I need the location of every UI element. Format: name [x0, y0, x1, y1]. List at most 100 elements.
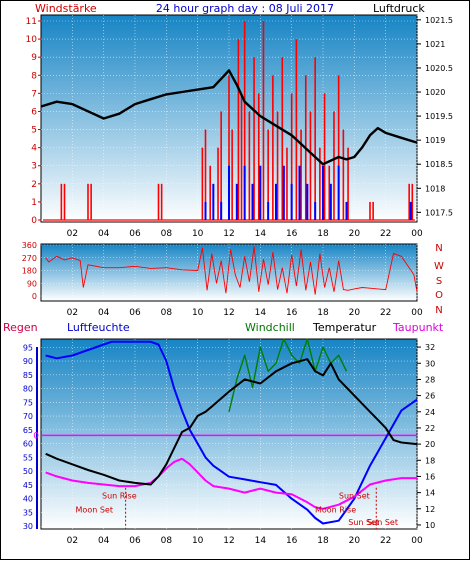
- wind-average-bar: [409, 201, 412, 220]
- pressure-tick-label: 1020.5: [425, 64, 453, 73]
- wind-average-bar: [298, 165, 301, 220]
- windchill-line: [228, 338, 348, 412]
- x-tick-label: 10: [192, 308, 204, 318]
- legend-windchill: Windchill: [245, 321, 295, 334]
- temperature-tick-label: 18: [425, 456, 435, 465]
- x-tick-label: 10: [192, 536, 204, 546]
- x-tick-label: 12: [223, 536, 234, 546]
- temperature-line: [45, 358, 418, 486]
- temperature-tick-label: 26: [425, 392, 435, 401]
- wind-average-bar: [204, 201, 207, 220]
- pressure-tick-label: 1017.5: [425, 208, 453, 217]
- wind-gust-bar: [347, 147, 349, 220]
- pressure-tick-label: 1018.5: [425, 160, 453, 169]
- compass-label: O: [435, 290, 443, 301]
- axis-labels: 012345678910111017.510181018.510191019.5…: [22, 16, 453, 546]
- compass-label: N: [435, 305, 442, 316]
- x-tick-label: 00: [411, 229, 423, 239]
- x-tick-label: 12: [223, 308, 234, 318]
- x-tick-label: 14: [255, 536, 267, 546]
- wind-gust-bar: [342, 129, 345, 220]
- wind-gust-bar: [281, 57, 284, 220]
- wind-average-bar: [259, 165, 262, 220]
- compass-label: S: [436, 276, 442, 287]
- direction-tick-label: 90: [27, 279, 37, 288]
- temperature-tick-label: 10: [425, 521, 435, 530]
- wind-gust-bar: [60, 183, 63, 220]
- wind-gust-bar: [253, 57, 255, 220]
- x-tick-label: 06: [129, 308, 141, 318]
- wind-tick-label: 4: [31, 144, 37, 154]
- humidity-tick-label: 95: [23, 343, 33, 352]
- humidity-tick-label: 45: [23, 481, 33, 490]
- x-tick-label: 16: [286, 536, 298, 546]
- x-tick-label: 22: [380, 308, 391, 318]
- wind-average-bar: [235, 183, 238, 220]
- wind-gust-bar: [201, 147, 204, 220]
- x-tick-label: 12: [223, 229, 234, 239]
- wind-gust-bar: [411, 183, 414, 220]
- wind-gust-bar: [160, 183, 163, 220]
- humidity-tick-label: 55: [23, 453, 33, 462]
- humidity-tick-label: 65: [23, 426, 33, 435]
- sun-moon-annotation: Sun Set: [367, 518, 398, 527]
- wind-gust-bar: [333, 111, 335, 220]
- sun-moon-annotation: Moon Rise: [315, 505, 356, 514]
- wind-tick-label: 7: [31, 89, 37, 99]
- wind-gust-bar: [319, 147, 321, 220]
- left-axis-title: Windstärke: [35, 2, 97, 15]
- wind-gust-bar: [63, 183, 66, 220]
- wind-gust-bar: [90, 183, 92, 220]
- wind-gust-bar: [237, 39, 240, 220]
- wind-gust-bar: [87, 183, 89, 220]
- x-tick-label: 20: [349, 308, 361, 318]
- wind-gust-bar: [323, 93, 326, 220]
- x-tick-label: 18: [317, 308, 329, 318]
- legend-taupunkt: Taupunkt: [392, 321, 444, 334]
- wind-gust-bar: [295, 39, 298, 220]
- x-tick-label: 04: [98, 536, 110, 546]
- x-tick-label: 16: [286, 229, 298, 239]
- dewpoint-line: [45, 457, 417, 510]
- humidity-tick-label: 80: [23, 385, 33, 394]
- sun-moon-annotation: Sun Rise: [102, 492, 137, 501]
- x-tick-label: 08: [161, 229, 173, 239]
- wind-average-bar: [290, 183, 293, 220]
- wind-average-bar: [267, 201, 270, 220]
- wind-gust-bar: [217, 147, 219, 220]
- direction-tick-label: 0: [32, 292, 37, 301]
- humidity-tick-label: 30: [23, 522, 33, 531]
- wind-direction-line: [45, 246, 418, 295]
- pressure-tick-label: 1019.5: [425, 112, 453, 121]
- temperature-tick-label: 22: [425, 424, 435, 433]
- wind-gust-bar: [272, 75, 274, 220]
- wind-gust-bar: [204, 129, 207, 220]
- x-tick-label: 18: [317, 229, 329, 239]
- sun-moon-annotation: Sun Set: [348, 518, 379, 527]
- temperature-tick-label: 16: [425, 472, 435, 481]
- right-axis-title: Luftdruck: [373, 2, 425, 15]
- wind-gust-bar: [209, 165, 211, 220]
- wind-gust-bar: [300, 129, 302, 220]
- x-tick-label: 14: [255, 308, 267, 318]
- temperature-tick-label: 30: [425, 359, 435, 368]
- x-tick-label: 02: [67, 536, 78, 546]
- wind-gust-bar: [314, 57, 316, 220]
- legend-regen: Regen: [3, 321, 38, 334]
- wind-average-bar: [228, 165, 230, 220]
- x-tick-label: 06: [129, 536, 141, 546]
- x-tick-label: 20: [349, 536, 361, 546]
- direction-tick-label: 270: [22, 254, 37, 263]
- humidity-tick-label: 60: [23, 440, 33, 449]
- wind-gust-bar: [286, 147, 288, 220]
- x-tick-label: 00: [411, 308, 423, 318]
- chart-marks: [40, 21, 418, 529]
- x-tick-label: 02: [67, 308, 78, 318]
- wind-tick-label: 10: [26, 35, 38, 45]
- wind-gust-bar: [262, 21, 265, 220]
- wind-average-bar: [220, 201, 223, 220]
- wind-gust-bar: [328, 165, 331, 220]
- wind-tick-label: 8: [31, 71, 37, 81]
- humidity-tick-label: 50: [23, 467, 33, 476]
